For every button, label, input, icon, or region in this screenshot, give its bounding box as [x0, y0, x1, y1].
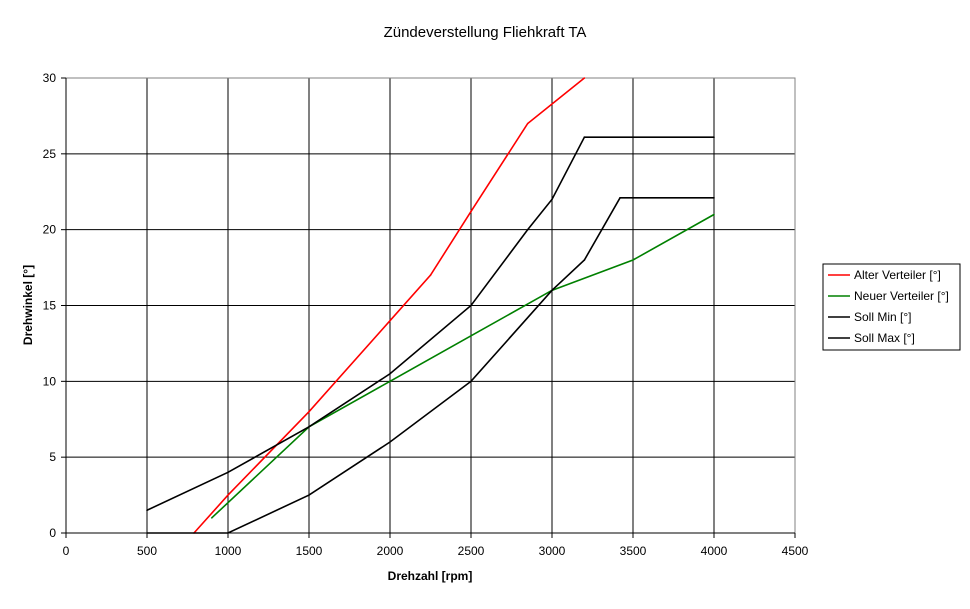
series-1-point [526, 122, 529, 125]
series-1-point [389, 319, 391, 322]
legend-label: Neuer Verteiler [°] [854, 289, 949, 303]
series-1-point [583, 77, 586, 79]
x-tick-label: 500 [137, 544, 157, 558]
y-tick-label: 0 [49, 526, 56, 540]
y-tick-label: 5 [49, 450, 56, 464]
legend: Alter Verteiler [°] Neuer Verteiler [°] So… [822, 263, 961, 351]
legend-label: Alter Verteiler [°] [854, 268, 941, 282]
series-4-point [713, 136, 715, 138]
series-3-point [146, 532, 148, 534]
series-line-4 [146, 136, 714, 511]
x-tick-label: 1500 [296, 544, 323, 558]
series-4-point [551, 198, 553, 201]
y-axis-title: Drehwinkel [°] [21, 265, 35, 345]
series-2-point [713, 213, 715, 216]
x-tick-label: 3000 [539, 544, 566, 558]
series-3-point [227, 532, 229, 534]
x-tick-label: 3500 [620, 544, 647, 558]
x-tick-label: 0 [63, 544, 70, 558]
series-4-point [227, 471, 229, 474]
legend-label: Soll Min [°] [854, 310, 911, 324]
series-4-point [308, 426, 310, 428]
series-1-point [429, 274, 432, 276]
series-4-point [389, 372, 391, 375]
x-tick-label: 1000 [215, 544, 242, 558]
y-tick-label: 15 [43, 299, 57, 313]
plot-area: 0 500 1000 1500 2000 2500 3000 3500 4000 4500 0 5 10… [43, 71, 809, 558]
series-4-point [526, 228, 529, 231]
x-axis-title: Drehzahl [rpm] [388, 569, 473, 583]
series-3-point [619, 197, 621, 199]
series-3-point [389, 441, 391, 443]
series-3-point [308, 494, 310, 496]
series-line-2 [211, 213, 715, 519]
x-tick-label: 4000 [701, 544, 728, 558]
chart-title: Zündeverstellung Fliehkraft TA [384, 24, 587, 41]
series-1-point [227, 494, 229, 496]
series-line-3 [147, 197, 714, 534]
series-4-point [470, 304, 472, 307]
series-2-point [632, 259, 634, 261]
series-2-point [470, 335, 472, 337]
series-2-point [211, 517, 213, 519]
legend-label: Soll Max [°] [854, 331, 915, 345]
series-1-point [470, 210, 472, 213]
series-1-point [308, 410, 310, 413]
legend-box [822, 263, 961, 351]
series-3-point [713, 197, 715, 199]
y-tick-label: 25 [43, 147, 57, 161]
series-3-point [583, 259, 586, 261]
y-tick-label: 30 [43, 71, 57, 85]
series-3-point [470, 380, 472, 383]
series-3-point [551, 289, 553, 292]
y-tick-label: 10 [43, 374, 57, 388]
x-tick-label: 2000 [377, 544, 404, 558]
series-line-1 [193, 77, 585, 534]
series-2-point [389, 380, 391, 383]
x-tick-label: 4500 [782, 544, 809, 558]
y-tick-label: 20 [43, 223, 57, 237]
series-4-point [146, 509, 148, 512]
x-tick-label: 2500 [458, 544, 485, 558]
series-4-point [583, 136, 586, 138]
